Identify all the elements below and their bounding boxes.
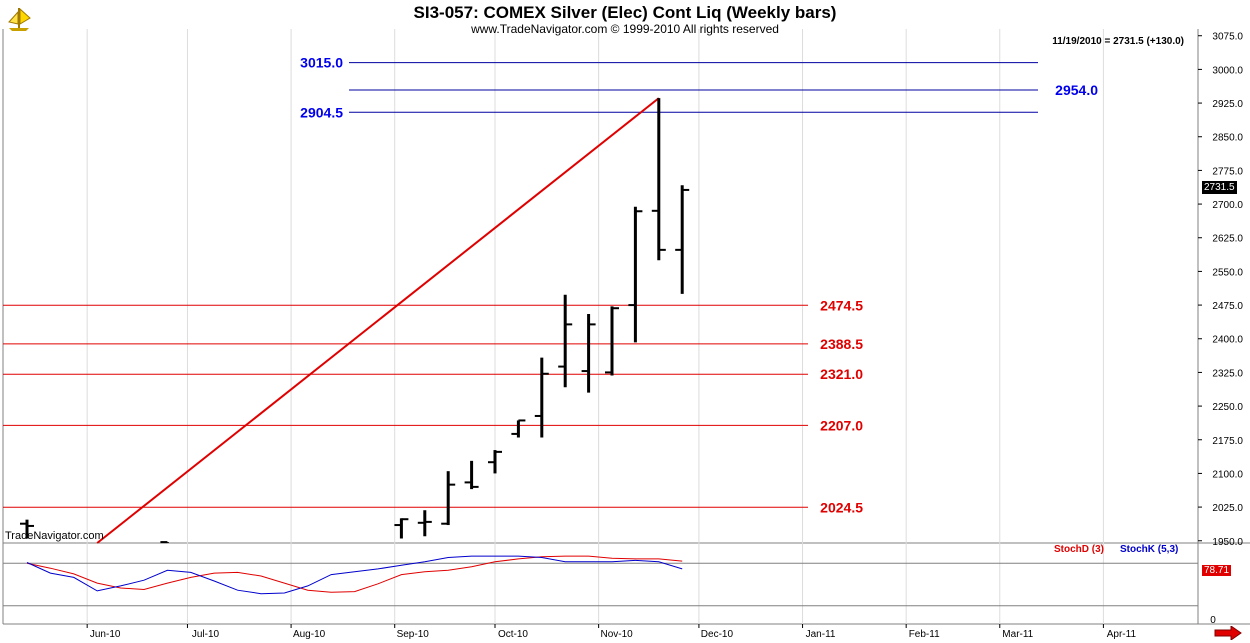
ohlc-bar xyxy=(675,185,690,294)
y-tick-label: 2100.0 xyxy=(1212,469,1243,480)
y-tick-label: 2250.0 xyxy=(1212,402,1243,413)
y-tick-label: 3000.0 xyxy=(1212,65,1243,76)
current-price-badge: 2731.5 xyxy=(1202,181,1237,194)
stoch-value-badge: 78.71 xyxy=(1202,565,1232,576)
x-tick-label: Sep-10 xyxy=(397,629,430,640)
x-tick-label: Jan-11 xyxy=(806,629,836,640)
y-tick-label: 2025.0 xyxy=(1212,503,1243,514)
level-label: 3015.0 xyxy=(300,55,343,71)
x-tick-label: Aug-10 xyxy=(293,629,326,640)
level-label: 2954.0 xyxy=(1055,82,1098,98)
level-label: 2474.5 xyxy=(820,297,863,313)
ohlc-bar xyxy=(160,541,169,544)
navigator-logo-icon[interactable] xyxy=(4,4,34,34)
stoch-d-line xyxy=(26,555,683,593)
ohlc-bar xyxy=(534,357,549,438)
y-tick-label: 2475.0 xyxy=(1212,301,1243,312)
ohlc-bar xyxy=(628,206,643,343)
y-tick-label: 3075.0 xyxy=(1212,32,1243,43)
level-label: 2321.0 xyxy=(820,366,863,382)
stoch-y-tick-label: 0 xyxy=(1210,615,1216,626)
y-tick-label: 2700.0 xyxy=(1212,200,1243,211)
y-tick-label: 2775.0 xyxy=(1212,166,1243,177)
legend-stoch-d-label: StochD (3) xyxy=(1054,544,1104,555)
y-tick-label: 2325.0 xyxy=(1212,368,1243,379)
ohlc-bar xyxy=(651,98,666,261)
ohlc-bar xyxy=(605,306,619,376)
x-tick-label: Oct-10 xyxy=(498,629,528,640)
ohlc-bar xyxy=(511,419,526,438)
y-tick-label: 2850.0 xyxy=(1212,133,1243,144)
level-label: 2207.0 xyxy=(820,417,863,433)
trend-line xyxy=(96,97,660,544)
scroll-right-arrow-icon[interactable] xyxy=(1213,626,1243,640)
x-tick-label: Jun-10 xyxy=(90,629,121,640)
level-label: 2904.5 xyxy=(300,104,343,120)
ohlc-bar xyxy=(464,460,479,490)
ohlc-bar xyxy=(441,471,456,526)
watermark-text: TradeNavigator.com xyxy=(5,530,104,542)
legend-stoch-k: StochK (5,3) xyxy=(1120,544,1178,555)
y-tick-label: 2400.0 xyxy=(1212,335,1243,346)
level-label: 2388.5 xyxy=(820,336,863,352)
chart-title: SI3-057: COMEX Silver (Elec) Cont Liq (W… xyxy=(413,3,837,22)
x-tick-label: Apr-11 xyxy=(1107,629,1137,640)
y-tick-label: 2625.0 xyxy=(1212,234,1243,245)
x-tick-label: Dec-10 xyxy=(701,629,734,640)
ohlc-bar xyxy=(558,294,573,388)
legend-stoch-k-label: StochK (5,3) xyxy=(1120,544,1179,555)
legend-stoch-d: StochD (3) xyxy=(1054,544,1104,555)
x-tick-label: Nov-10 xyxy=(601,629,634,640)
stoch-k-line xyxy=(26,555,683,595)
copyright-text: www.TradeNavigator.com © 1999-2010 All r… xyxy=(471,22,779,36)
ohlc-bar xyxy=(581,314,596,393)
level-label: 2024.5 xyxy=(820,499,863,515)
x-tick-label: Mar-11 xyxy=(1002,629,1033,640)
x-tick-label: Jul-10 xyxy=(192,629,220,640)
ohlc-bar xyxy=(394,518,409,539)
y-tick-label: 2175.0 xyxy=(1212,436,1243,447)
x-tick-label: Feb-11 xyxy=(909,629,940,640)
y-tick-label: 2925.0 xyxy=(1212,99,1243,110)
main-panel-bg xyxy=(3,29,1198,543)
last-price-info: 11/19/2010 = 2731.5 (+130.0) xyxy=(1052,36,1184,47)
y-tick-label: 1950.0 xyxy=(1212,537,1243,548)
ohlc-bar xyxy=(417,510,432,537)
ohlc-bar xyxy=(20,519,34,539)
y-tick-label: 2550.0 xyxy=(1212,267,1243,278)
ohlc-bar xyxy=(488,450,502,474)
